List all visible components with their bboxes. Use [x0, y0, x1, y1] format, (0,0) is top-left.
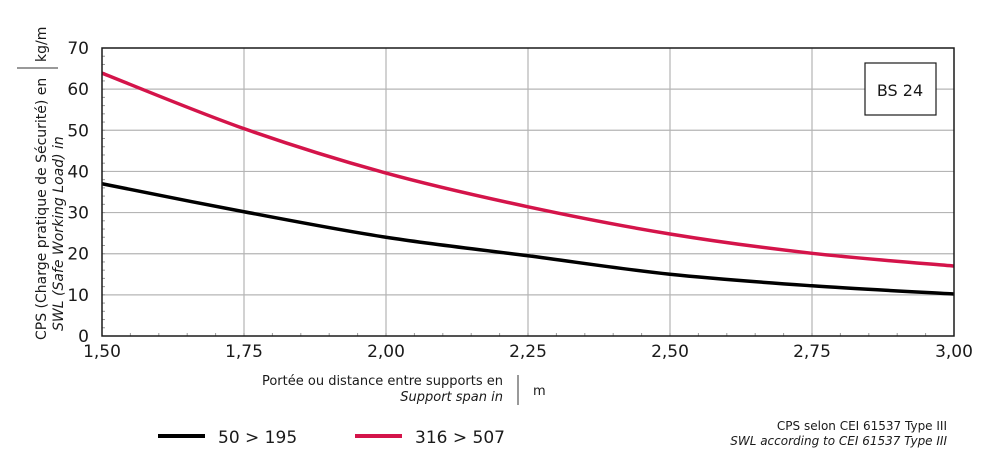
legend: 50 > 195 316 > 507	[158, 428, 505, 448]
note-en: SWL according to CEI 61537 Type III	[730, 434, 947, 448]
x-tick-label: 1,50	[83, 342, 121, 362]
y-tick-label: 30	[67, 204, 89, 224]
badge: BS 24	[864, 62, 937, 116]
y-tick-label: 10	[67, 286, 89, 306]
tick-labels: 0 10 20 30 40 50 60 70 1,50 1,75 2,00 2,25 2,50 2,75 3…	[67, 39, 973, 362]
y-label-fr: CPS (Charge pratique de Sécurité) en	[34, 78, 50, 340]
y-tick-label: 60	[67, 80, 89, 100]
legend-label-316-507: 316 > 507	[415, 428, 505, 448]
legend-label-50-195: 50 > 195	[218, 428, 297, 448]
series-lines	[101, 71, 955, 296]
x-tick-label: 2,25	[509, 342, 547, 362]
series-line-1	[101, 71, 955, 268]
x-tick-label: 3,00	[935, 342, 973, 362]
y-tick-label: 20	[67, 245, 89, 265]
badge-box	[864, 62, 937, 116]
y-axis-title: CPS (Charge pratique de Sécurité) en SWL…	[34, 78, 67, 340]
x-tick-label: 1,75	[225, 342, 263, 362]
note-fr: CPS selon CEI 61537 Type III	[777, 419, 947, 433]
y-tick-label: 50	[67, 121, 89, 141]
y-unit: kg/m	[34, 27, 50, 62]
series-line-0	[101, 182, 955, 296]
y-tick-label: 40	[67, 162, 89, 182]
x-unit: m	[533, 384, 546, 399]
y-tick-label: 70	[67, 39, 89, 59]
badge-label: BS 24	[877, 81, 923, 100]
plot-frame	[101, 47, 955, 337]
x-tick-label: 2,50	[651, 342, 689, 362]
y-tick-label: 0	[78, 327, 89, 347]
x-tick-label: 2,75	[793, 342, 831, 362]
y-label-en: SWL (Safe Working Load) in	[51, 136, 67, 331]
x-label-fr: Portée ou distance entre supports en	[262, 374, 503, 389]
x-tick-label: 2,00	[367, 342, 405, 362]
x-label-en: Support span in	[400, 390, 503, 405]
grid	[101, 48, 955, 337]
